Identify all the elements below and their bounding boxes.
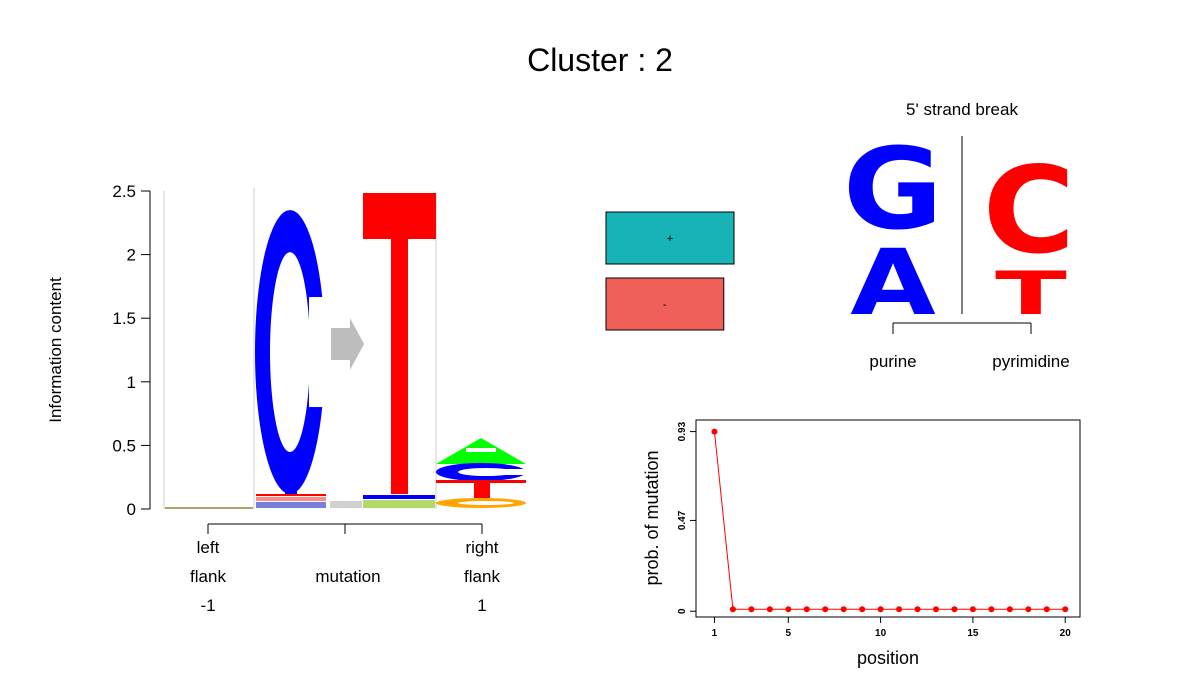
strand-break-title: 5' strand break: [906, 100, 1018, 119]
left-flank-label-1: left: [197, 538, 220, 557]
mutation-point: [1006, 606, 1013, 613]
mutation-point: [785, 606, 792, 613]
mutation-point: [729, 606, 736, 613]
right-flank-label-1: right: [465, 538, 498, 557]
t-bar-icon: [363, 193, 436, 239]
strand-panel: + -: [605, 211, 735, 331]
plot-y-ticks: 0 0.47 0.93: [677, 421, 696, 614]
t-stem-icon: [391, 239, 408, 494]
plot-x-tick-label: 20: [1060, 628, 1072, 639]
mutation-series-points: [711, 428, 1069, 613]
plot-x-tick-label: 1: [712, 628, 718, 639]
plot-x-label: position: [857, 648, 919, 668]
logo-group-bracket: [207, 523, 483, 534]
minus-strand-label: -: [663, 299, 667, 311]
strand-break-a-icon: A: [850, 229, 935, 335]
mutation-point: [877, 606, 884, 613]
mutation-point: [896, 606, 903, 613]
mutation-point: [822, 606, 829, 613]
strand-break-panel: 5' strand break G A C T purine pyrimidin…: [843, 100, 1075, 371]
mutation-to-letter: [363, 193, 436, 494]
mutation-point: [803, 606, 810, 613]
mutation-point: [859, 606, 866, 613]
mutation-point: [969, 606, 976, 613]
mutation-point: [914, 606, 921, 613]
strand-break-c-icon: C: [983, 141, 1075, 280]
plot-x-tick-label: 15: [967, 628, 979, 639]
plot-y-tick-label: 0.47: [677, 510, 688, 530]
mutation-point: [988, 606, 995, 613]
mutation-point: [711, 428, 718, 435]
pyrimidine-label: pyrimidine: [992, 352, 1069, 371]
mutation-point: [933, 606, 939, 613]
page-title: Cluster : 2: [527, 42, 673, 78]
mutation-from-letter: [255, 210, 329, 495]
mutation-point: [840, 606, 847, 613]
mutation-point: [748, 606, 755, 613]
mutation-point: [1062, 606, 1069, 613]
plot-x-tick-label: 5: [786, 628, 792, 639]
mutation-minor-letters: [256, 494, 435, 508]
plot-y-tick-label: 0: [677, 608, 688, 614]
right-flank-label-2: flank: [464, 567, 500, 586]
logo-y-tick-label: 0.5: [112, 436, 136, 455]
left-flank-stack: [165, 507, 253, 509]
mutation-point: [951, 606, 958, 613]
strand-break-t-icon: T: [995, 259, 1067, 328]
logo-y-ticks: 0 0.5 1 1.5 2 2.5: [112, 182, 150, 519]
purine-label: purine: [869, 352, 916, 371]
mutation-probability-plot: 1 5 10 15 20 00.470.93 position prob. of mut…: [642, 419, 1081, 668]
plus-strand-label: +: [667, 233, 673, 245]
mutation-arrow-icon: [331, 318, 364, 370]
c-mouth: [309, 297, 329, 408]
mutation-label: mutation: [315, 567, 380, 586]
plus-strand-bar: [605, 211, 735, 265]
plot-x-tick-label: 10: [875, 628, 887, 639]
strand-break-bracket: [892, 322, 1032, 334]
mutation-point: [1043, 606, 1050, 613]
logo-y-tick-label: 2: [127, 246, 136, 265]
plot-x-ticks: 1 5 10 15 20: [712, 617, 1072, 639]
plot-y-label: prob. of mutation: [642, 450, 662, 585]
logo-y-tick-label: 1.5: [112, 309, 136, 328]
right-flank-position: 1: [477, 596, 486, 615]
plot-box: [695, 419, 1081, 618]
strand-break-g-icon: G: [843, 124, 943, 255]
left-flank-label-2: flank: [190, 567, 226, 586]
left-flank-position: -1: [200, 596, 215, 615]
mutation-point: [766, 606, 773, 613]
mutation-point: [1025, 606, 1032, 613]
logo-y-tick-label: 0: [127, 500, 136, 519]
sequence-logo: 0 0.5 1 1.5 2 2.5 Information content: [46, 182, 526, 615]
logo-y-label: Information content: [46, 277, 65, 423]
plot-y-tick-label: 0.93: [677, 421, 688, 441]
minus-strand-bar: [605, 277, 725, 331]
c-letter-icon: [255, 210, 326, 495]
mutation-series-line: [713, 431, 1066, 610]
t-letter-small-icon: [436, 480, 526, 483]
right-flank-stack: [436, 438, 526, 508]
logo-y-tick-label: 2.5: [112, 182, 136, 201]
logo-y-tick-label: 1: [127, 373, 136, 392]
